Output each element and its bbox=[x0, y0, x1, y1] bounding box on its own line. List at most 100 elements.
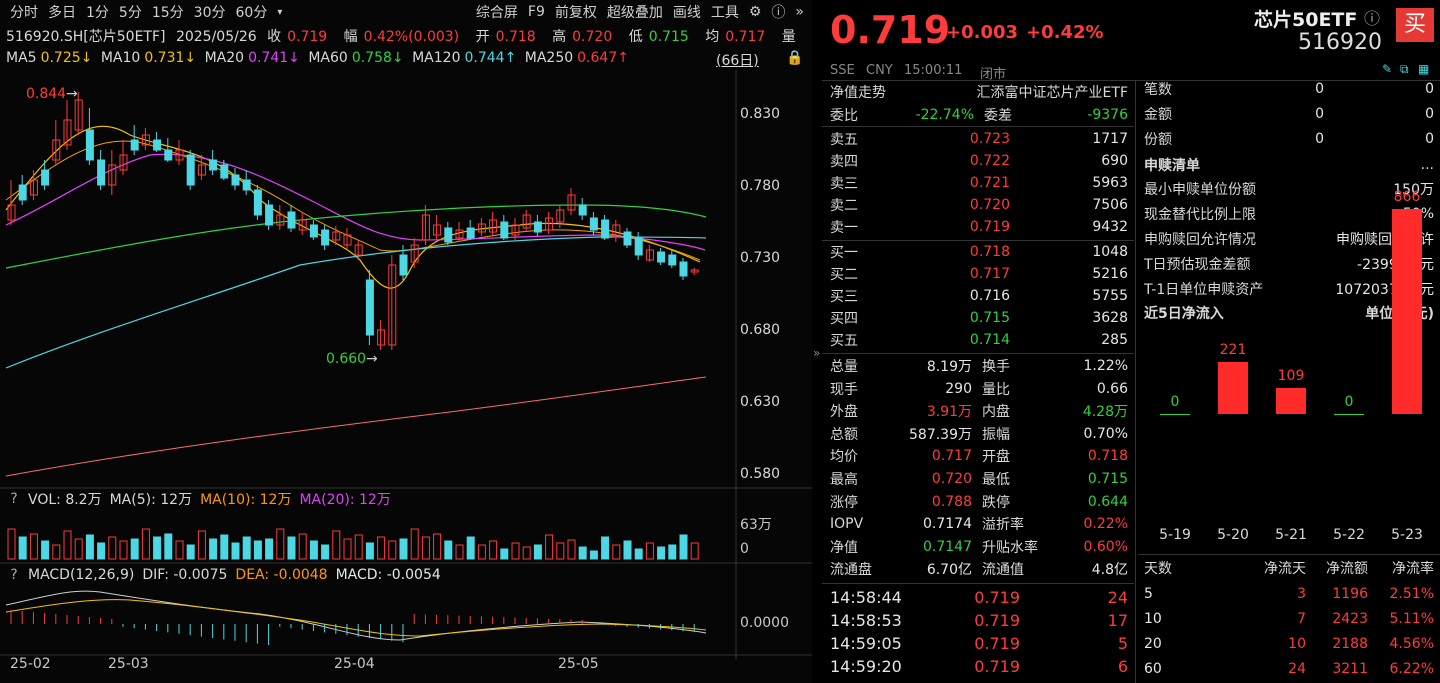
divider bbox=[822, 240, 1134, 241]
tab-duori[interactable]: 多日 bbox=[48, 5, 76, 21]
tab-1min[interactable]: 1分 bbox=[86, 5, 109, 21]
divider bbox=[822, 353, 1134, 354]
tick-price: 0.719 bbox=[974, 656, 1020, 676]
buy-button[interactable]: 买 bbox=[1396, 8, 1434, 42]
candle-body bbox=[533, 221, 542, 233]
volume-bar bbox=[7, 528, 16, 560]
expand-icon[interactable]: » bbox=[795, 4, 804, 20]
volume-bar bbox=[612, 544, 621, 560]
tick-volume: 24 bbox=[1107, 587, 1128, 607]
volume-bar bbox=[567, 539, 576, 560]
volume-bar bbox=[477, 544, 486, 560]
volume-bar bbox=[657, 546, 666, 560]
flow-date-label: 5-22 bbox=[1333, 527, 1365, 543]
candle-body bbox=[7, 204, 16, 221]
tab-fenshi[interactable]: 分时 bbox=[10, 5, 38, 21]
candle-body bbox=[623, 231, 632, 246]
bid-volume: 3628 bbox=[1092, 310, 1128, 326]
nav-row: 净值走势 汇添富中证芯片产业ETF bbox=[830, 81, 1128, 103]
period-days[interactable]: (66日) bbox=[716, 53, 759, 69]
tab-60min[interactable]: 60分 bbox=[235, 5, 268, 21]
candle-body bbox=[477, 223, 486, 233]
market-status: 闭市 bbox=[980, 67, 1007, 82]
btn-fuquan[interactable]: 前复权 bbox=[554, 5, 597, 21]
btn-zonghe[interactable]: 综合屏 bbox=[475, 5, 518, 21]
ma20-line bbox=[5, 153, 706, 251]
ma5-label: MA5 bbox=[6, 50, 37, 66]
tab-15min[interactable]: 15分 bbox=[151, 5, 184, 21]
btn-f9[interactable]: F9 bbox=[527, 4, 545, 20]
info-icon[interactable]: ⓘ bbox=[1364, 9, 1381, 28]
candle-body bbox=[108, 164, 117, 186]
candle-body bbox=[466, 227, 475, 239]
stat-label: 跌停 bbox=[982, 494, 1010, 511]
vol-help-icon[interactable]: ? bbox=[10, 491, 18, 507]
window-icon[interactable]: ⧉ bbox=[1400, 62, 1409, 76]
kline-chart-pane[interactable]: 分时 多日 1分 5分 15分 30分 60分 ▾ 综合屏 F9 前复权 超级叠… bbox=[0, 0, 820, 683]
candle-body bbox=[399, 254, 408, 276]
help-icon[interactable]: ⓘ bbox=[771, 5, 786, 21]
weicha-value: -9376 bbox=[1087, 107, 1128, 123]
volume-bar bbox=[287, 536, 296, 560]
flow-days: 20 bbox=[1144, 636, 1162, 652]
flow-rate: 2.51% bbox=[1389, 586, 1434, 602]
sr-row: 最小申赎单位份额 150万 bbox=[1144, 178, 1434, 200]
lock-icon[interactable]: 🔒 bbox=[786, 50, 804, 66]
sr-row: T-1日单位申赎资产 1072037.74元 bbox=[1144, 278, 1434, 300]
ask-level-label: 卖五 bbox=[830, 132, 858, 148]
flow-net-days: 7 bbox=[1297, 611, 1306, 627]
btn-overlay[interactable]: 超级叠加 bbox=[606, 5, 663, 21]
vol-ma10: MA(10): 12万 bbox=[200, 492, 292, 508]
volume-bar bbox=[377, 536, 386, 560]
bid-volume: 5216 bbox=[1092, 266, 1128, 282]
volume-bar bbox=[130, 538, 139, 560]
open-value: 0.718 bbox=[495, 29, 536, 45]
candle-body bbox=[231, 174, 240, 186]
candle-body bbox=[74, 99, 83, 131]
sr-label: 最小申赎单位份额 bbox=[1144, 182, 1256, 198]
tab-5min[interactable]: 5分 bbox=[118, 5, 142, 21]
volume-bar bbox=[153, 536, 162, 560]
tick-time: 14:59:20 bbox=[830, 656, 902, 676]
high-group: 高 0.720 bbox=[552, 29, 618, 45]
ma250-value: 0.647↑ bbox=[577, 50, 629, 66]
tab-30min[interactable]: 30分 bbox=[193, 5, 226, 21]
collapse-icon[interactable]: » bbox=[813, 346, 821, 360]
last-price: 0.719 bbox=[830, 8, 951, 52]
candle-body bbox=[511, 224, 520, 236]
weicha-label: 委差 bbox=[984, 108, 1012, 124]
grid-icon[interactable]: ▦ bbox=[1418, 62, 1430, 76]
amp-label: 幅 bbox=[343, 29, 358, 45]
high-value: 0.720 bbox=[572, 29, 613, 45]
macd-help-icon[interactable]: ? bbox=[10, 567, 18, 583]
stat-label: 现手 bbox=[830, 381, 858, 398]
volume-bar bbox=[556, 542, 565, 560]
volume-bar bbox=[186, 544, 195, 560]
bar-date: 2025/05/26 bbox=[175, 29, 257, 45]
stat-value: 0.70% bbox=[1083, 425, 1128, 442]
edit-icon[interactable]: ✎ bbox=[1382, 62, 1393, 76]
volume-bar bbox=[623, 540, 632, 560]
count-label: 金额 bbox=[1144, 107, 1172, 123]
btn-tools[interactable]: 工具 bbox=[710, 5, 739, 21]
candle-body bbox=[444, 227, 453, 243]
candle-body bbox=[567, 194, 576, 211]
candle-body bbox=[153, 139, 162, 151]
volume-bar bbox=[52, 544, 61, 560]
btn-draw[interactable]: 画线 bbox=[672, 5, 701, 21]
divider bbox=[822, 583, 1134, 584]
ask-volume: 7506 bbox=[1092, 197, 1128, 213]
gear-icon[interactable]: ⚙ bbox=[748, 4, 762, 20]
volume-bar bbox=[41, 540, 50, 560]
sr-label: 现金替代比例上限 bbox=[1144, 207, 1256, 223]
volume-bar bbox=[690, 542, 699, 560]
candle-body bbox=[265, 204, 274, 226]
security-code: 516920 bbox=[1298, 30, 1382, 55]
stat-value: 6.70亿 bbox=[926, 562, 972, 579]
volume-bar bbox=[601, 536, 610, 560]
volume-bar bbox=[634, 548, 643, 560]
more-periods-icon[interactable]: ▾ bbox=[277, 6, 283, 18]
bid-level-label: 买五 bbox=[830, 333, 858, 349]
ma10-label: MA10 bbox=[100, 50, 141, 66]
close-label: 收 bbox=[267, 29, 282, 45]
